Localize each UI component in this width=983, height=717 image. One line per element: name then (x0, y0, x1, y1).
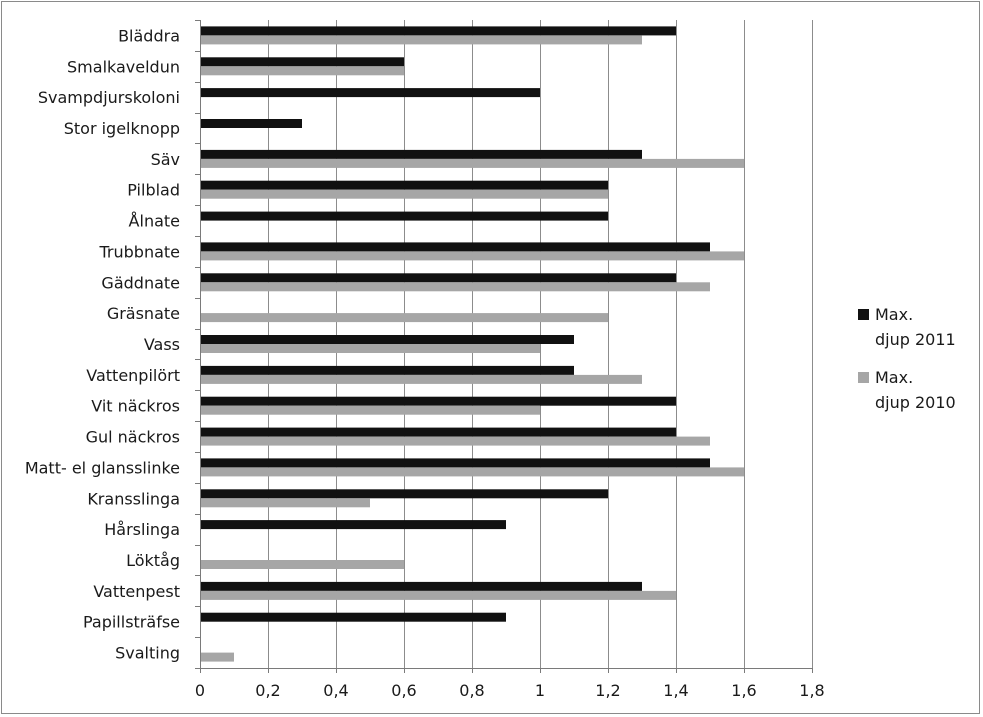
category-label: Svampdjurskoloni (38, 88, 180, 107)
bar-series-2 (200, 189, 608, 199)
bar-series-1 (200, 273, 676, 283)
category-labels: Bläddra Smalkaveldun Svampdjurskoloni Stor … (25, 26, 180, 662)
bar-series-1 (200, 26, 676, 36)
axes (195, 20, 813, 673)
bar-series-2 (200, 652, 234, 662)
category-label: Gräsnate (107, 304, 180, 323)
bar-series-1 (200, 612, 506, 622)
bar-series-1 (200, 581, 642, 591)
bar-series-1 (200, 88, 540, 98)
bar-series-2 (200, 35, 642, 45)
bar-series-1 (200, 396, 676, 406)
x-tick-label: 1,4 (663, 681, 688, 700)
bar-series-1 (200, 520, 506, 530)
category-label: Smalkaveldun (67, 57, 180, 76)
legend-label: Max. (875, 305, 913, 324)
bar-series-1 (200, 335, 574, 344)
bar-series-2 (200, 467, 744, 477)
x-tick-label: 0,4 (323, 681, 348, 700)
category-label: Hårslinga (104, 520, 180, 539)
legend-swatch (858, 309, 869, 320)
bar-series-2 (200, 66, 404, 76)
bar-series-2 (200, 436, 710, 446)
tick-labels: 0 0,2 0,4 0,6 0,8 1 1,2 1,4 1,6 1,8 (195, 681, 825, 700)
legend-label: Max. (875, 368, 913, 387)
bar-series-2 (200, 498, 370, 508)
category-label: Gäddnate (101, 273, 180, 292)
category-label: Trubbnate (98, 242, 180, 261)
bar-series-1 (200, 211, 608, 221)
legend-label: djup 2011 (875, 330, 956, 349)
category-label: Vattenpest (93, 582, 180, 601)
bar-series-1 (200, 242, 710, 252)
bar-series-2 (200, 313, 608, 323)
bar-series-2 (200, 344, 540, 353)
x-tick-label: 0,8 (459, 681, 484, 700)
legend-label: djup 2010 (875, 393, 956, 412)
bar-series-1 (200, 119, 302, 128)
category-label: Vattenpilört (86, 366, 180, 385)
bar-series-1 (200, 489, 608, 499)
bar-series-2 (200, 590, 676, 600)
x-tick-label: 0 (195, 681, 205, 700)
category-label: Papillsträfse (83, 613, 180, 632)
bar-series-2 (200, 405, 540, 415)
category-label: Säv (151, 150, 180, 169)
category-label: Löktåg (126, 551, 180, 570)
bar-series-1 (200, 427, 676, 437)
category-label: Ålnate (129, 212, 180, 231)
category-label: Kransslinga (87, 489, 180, 508)
bars (200, 26, 744, 662)
x-tick-label: 1,6 (731, 681, 756, 700)
category-label: Pilblad (127, 181, 180, 200)
category-label: Vit näckros (91, 397, 180, 416)
category-label: Stor igelknopp (64, 119, 180, 138)
bar-series-2 (200, 282, 710, 292)
category-label: Matt- el glansslinke (25, 458, 180, 477)
bar-series-1 (200, 149, 642, 159)
bar-series-2 (200, 251, 744, 261)
bar-series-2 (200, 560, 404, 569)
legend-swatch (858, 372, 869, 383)
bar-series-2 (200, 374, 642, 384)
bar-series-1 (200, 365, 574, 375)
category-label: Svalting (115, 644, 180, 663)
legend: Max. djup 2011 Max. djup 2010 (858, 305, 956, 412)
x-tick-label: 0,2 (255, 681, 280, 700)
x-tick-label: 0,6 (391, 681, 416, 700)
bar-series-1 (200, 458, 710, 468)
x-tick-label: 1,2 (595, 681, 620, 700)
x-tick-label: 1 (535, 681, 545, 700)
category-label: Vass (144, 335, 180, 354)
x-tick-label: 1,8 (799, 681, 824, 700)
bar-series-1 (200, 180, 608, 190)
category-label: Bläddra (118, 26, 180, 45)
category-label: Gul näckros (86, 428, 180, 447)
bar-series-2 (200, 158, 744, 168)
bar-series-1 (200, 57, 404, 67)
